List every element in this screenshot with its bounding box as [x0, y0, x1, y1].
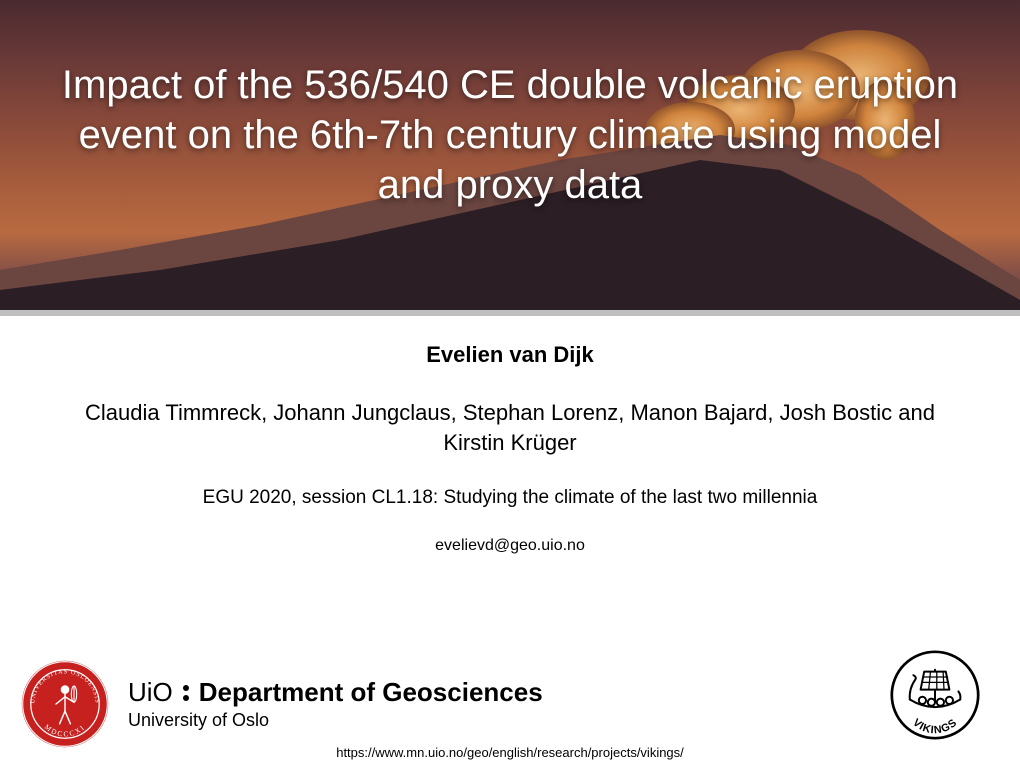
colon-dots-icon	[183, 685, 189, 701]
department-name: Department of Geosciences	[199, 677, 543, 708]
contact-email: evelievd@geo.uio.no	[60, 537, 960, 555]
vikings-logo-icon: VIKINGS	[890, 650, 980, 740]
lead-author: Evelien van Dijk	[60, 342, 960, 368]
hero-banner: Impact of the 536/540 CE double volcanic…	[0, 0, 1020, 310]
uio-seal-icon: UNIVERSITAS OSLOENSIS MDCCCXI	[20, 659, 110, 749]
coauthors: Claudia Timmreck, Johann Jungclaus, Step…	[60, 398, 960, 457]
footer: UNIVERSITAS OSLOENSIS MDCCCXI	[20, 654, 1000, 754]
project-url: https://www.mn.uio.no/geo/english/resear…	[336, 745, 684, 760]
university-name: University of Oslo	[128, 710, 269, 731]
uio-tag: UiO	[128, 677, 173, 708]
department-block: UiO Department of Geosciences University…	[128, 677, 543, 731]
slide: Impact of the 536/540 CE double volcanic…	[0, 0, 1020, 764]
session-line: EGU 2020, session CL1.18: Studying the c…	[60, 487, 960, 509]
slide-title: Impact of the 536/540 CE double volcanic…	[40, 60, 980, 210]
